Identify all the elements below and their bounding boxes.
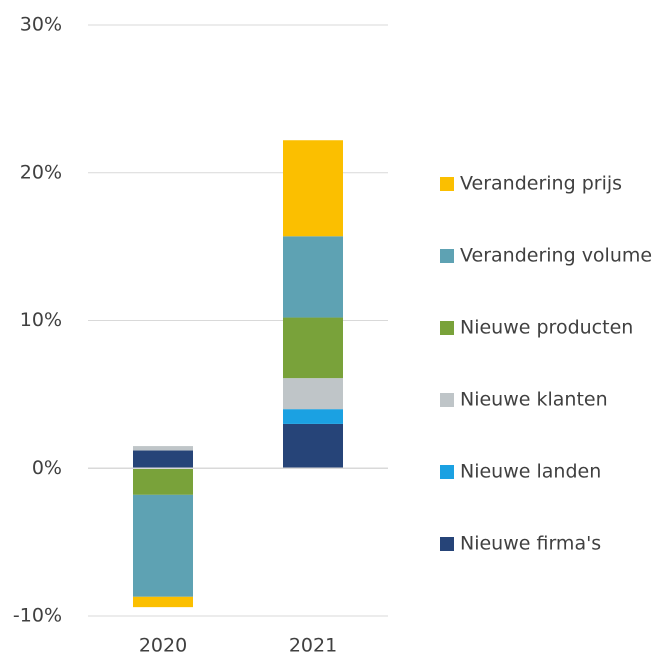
legend-label: Nieuwe firma's [460, 533, 601, 555]
bar-segment [283, 409, 343, 424]
legend-label: Nieuwe klanten [460, 389, 608, 411]
legend-swatch [440, 537, 454, 551]
legend-label: Verandering volume [460, 245, 652, 267]
bar-segment [133, 596, 193, 608]
y-tick-label: 30% [20, 14, 62, 36]
bar-segment [133, 446, 193, 451]
bar-segment [133, 494, 193, 597]
legend-label: Nieuwe producten [460, 317, 633, 339]
y-tick-label: 20% [20, 161, 62, 183]
legend-label: Nieuwe landen [460, 461, 601, 483]
bar-segment [283, 423, 343, 469]
bar-segment [133, 450, 193, 469]
legend-swatch [440, 465, 454, 479]
bar-segment [283, 140, 343, 237]
y-tick-label: 10% [20, 309, 62, 331]
bar-segment [283, 317, 343, 379]
legend-swatch [440, 393, 454, 407]
legend-label: Verandering prijs [460, 173, 622, 195]
bar-segment [283, 236, 343, 318]
bar-segment [133, 468, 193, 495]
x-tick-label: 2020 [139, 635, 187, 657]
legend-swatch [440, 321, 454, 335]
y-tick-label: -10% [13, 605, 62, 627]
y-tick-label: 0% [32, 457, 62, 479]
bar-segment [283, 378, 343, 410]
legend-swatch [440, 177, 454, 191]
legend-swatch [440, 249, 454, 263]
x-tick-label: 2021 [289, 635, 337, 657]
